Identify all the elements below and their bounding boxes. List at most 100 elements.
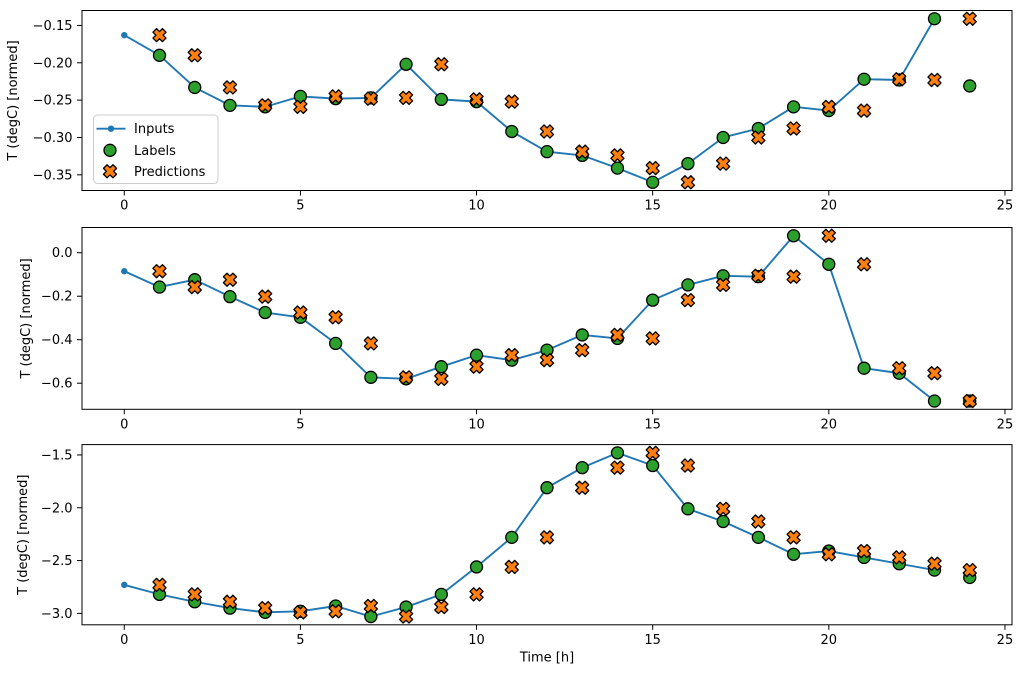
y-tick-label: −0.30 <box>33 131 73 146</box>
x-tick-label: 25 <box>997 417 1014 432</box>
labels-marker <box>469 348 484 362</box>
predictions-marker <box>786 269 801 284</box>
predictions-marker <box>645 331 660 346</box>
predictions-marker <box>751 514 766 529</box>
x-tick-label: 20 <box>821 633 838 648</box>
predictions-marker <box>856 257 872 272</box>
labels-marker <box>610 446 625 460</box>
predictions-marker <box>645 445 660 461</box>
predictions-marker <box>962 562 977 578</box>
legend-label: Labels <box>134 144 176 159</box>
predictions-marker <box>363 336 379 351</box>
inputs-line <box>123 234 936 402</box>
labels-marker <box>575 328 589 342</box>
x-tick-label: 0 <box>120 199 128 214</box>
y-tick-label: −0.35 <box>33 168 73 183</box>
labels-marker <box>364 370 378 384</box>
inputs-marker <box>121 581 128 589</box>
labels-marker <box>540 145 554 159</box>
y-tick-label: −0.20 <box>33 56 73 71</box>
inputs-marker <box>121 268 128 275</box>
predictions-marker <box>398 370 414 385</box>
predictions-marker <box>363 598 379 614</box>
x-tick-label: 5 <box>296 633 304 648</box>
inputs-line <box>123 17 936 184</box>
predictions-marker <box>610 460 625 475</box>
y-tick-label: −3.0 <box>41 607 73 622</box>
x-tick-label: 15 <box>644 633 661 648</box>
x-tick-label: 25 <box>997 199 1014 214</box>
labels-marker <box>540 481 554 495</box>
labels-marker <box>505 124 519 139</box>
legend-box <box>93 114 219 184</box>
y-tick-label: −0.6 <box>41 377 73 392</box>
y-tick-label: −2.0 <box>41 501 73 516</box>
predictions-marker <box>187 279 202 295</box>
predictions-marker <box>575 144 590 159</box>
predictions-marker <box>821 99 837 115</box>
predictions-marker <box>152 577 167 593</box>
labels-marker <box>434 92 448 107</box>
legend-label: Predictions <box>134 165 206 180</box>
predictions-marker <box>539 352 555 368</box>
predictions-marker <box>328 310 343 325</box>
labels-marker <box>681 502 695 516</box>
axes-frame <box>81 227 1013 410</box>
labels-marker <box>681 156 695 171</box>
x-tick-label: 5 <box>296 199 304 214</box>
predictions-marker <box>398 609 414 624</box>
labels-marker <box>927 394 942 408</box>
labels-marker <box>223 290 237 304</box>
predictions-marker <box>680 175 696 190</box>
subplot-1: 0 5 10 15 20 25 −0.15 −0.20 −0.25 −0.30 −0.35 T (de… <box>6 10 1014 214</box>
predictions-marker <box>328 89 343 104</box>
predictions-marker <box>927 556 942 571</box>
labels-marker <box>434 360 448 374</box>
inputs-marker <box>121 31 128 39</box>
y-tick-label: −0.25 <box>33 94 73 109</box>
predictions-marker <box>504 559 519 575</box>
predictions-marker <box>786 530 801 545</box>
predictions-marker <box>504 94 519 109</box>
x-tick-label: 20 <box>821 417 838 432</box>
predictions-marker <box>152 264 167 279</box>
labels-marker <box>505 530 519 544</box>
predictions-marker <box>892 361 907 376</box>
predictions-marker <box>328 604 343 619</box>
x-tick-label: 15 <box>644 199 661 214</box>
predictions-marker <box>680 292 696 308</box>
predictions-marker <box>715 156 731 171</box>
predictions-marker <box>856 543 872 559</box>
predictions-marker <box>504 347 519 363</box>
legend-labels-marker <box>103 143 117 157</box>
predictions-marker <box>927 366 942 381</box>
y-tick-label: −2.5 <box>41 554 73 569</box>
labels-marker <box>152 280 167 294</box>
predictions-marker <box>575 342 590 358</box>
predictions-marker <box>222 594 238 609</box>
labels-marker <box>610 161 625 175</box>
labels-marker <box>646 293 660 307</box>
labels-marker <box>293 89 308 104</box>
labels-marker <box>963 79 977 93</box>
predictions-marker <box>821 228 837 243</box>
legend: Inputs Labels Predictions <box>93 114 219 184</box>
predictions-marker <box>892 72 907 87</box>
labels-marker <box>328 336 343 351</box>
y-tick-label: −0.2 <box>41 290 73 305</box>
labels-marker <box>223 98 237 113</box>
predictions-marker <box>434 57 449 72</box>
labels-marker <box>716 514 730 529</box>
labels-marker <box>857 361 871 375</box>
predictions-marker <box>962 11 977 26</box>
y-tick-label: 0.0 <box>52 246 73 261</box>
predictions-marker <box>715 501 731 517</box>
predictions-marker <box>293 99 308 115</box>
y-tick-label: −1.5 <box>41 448 73 463</box>
predictions-marker <box>786 121 801 136</box>
subplot-2: 0 5 10 15 20 25 0.0 −0.2 −0.4 −0.6 T (degC) [norme… <box>19 227 1014 432</box>
predictions-marker <box>434 371 449 387</box>
x-axis-label: Time [h] <box>519 651 574 666</box>
